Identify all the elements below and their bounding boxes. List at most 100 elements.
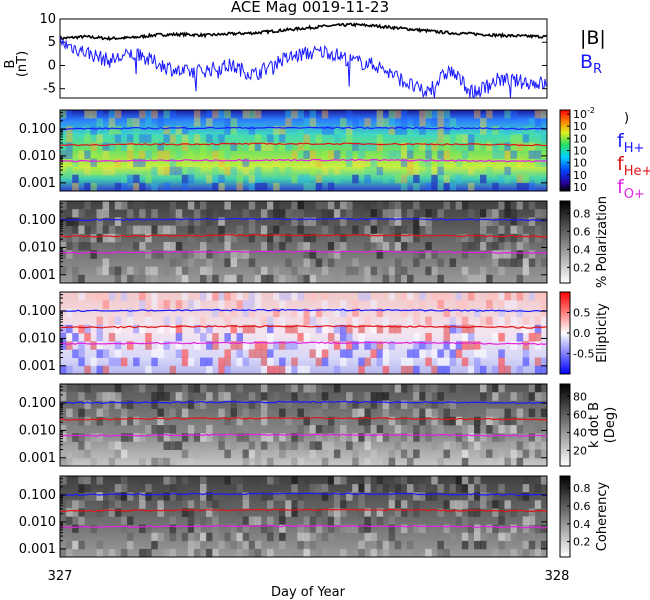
spectrogram-cell	[419, 118, 426, 127]
spectrogram-cell	[157, 416, 164, 426]
spectrogram-cell	[102, 408, 110, 418]
spectrogram-cell	[224, 258, 231, 267]
spectrogram-cell	[187, 425, 195, 434]
spectrogram-cell	[455, 300, 463, 309]
spectrogram-cell	[358, 324, 365, 334]
spectrogram-cell	[510, 449, 517, 459]
spectrogram-cell	[260, 274, 268, 284]
spectrogram-cell	[315, 182, 323, 192]
spectrogram-cell	[242, 300, 250, 309]
spectrogram-cell	[413, 182, 420, 192]
spectrogram-cell	[413, 408, 420, 418]
spectrogram-cell	[467, 524, 475, 534]
spectrogram-cell	[66, 516, 73, 525]
spectrogram-cell	[340, 416, 347, 426]
spectrogram-cell	[467, 484, 475, 493]
spectrogram-cell	[425, 209, 432, 218]
spectrogram-cell	[528, 201, 536, 210]
spectrogram-cell	[431, 425, 438, 434]
spectrogram-cell	[60, 142, 67, 151]
spectrogram-cell	[303, 126, 310, 135]
spectrogram-cell	[534, 392, 542, 401]
spectrogram-cell	[267, 134, 274, 143]
spectrogram-cell	[187, 540, 195, 550]
spectrogram-cell	[425, 182, 432, 192]
spectrogram-cell	[66, 457, 73, 467]
spectrogram-cell	[60, 266, 67, 276]
spectrogram-cell	[145, 150, 152, 159]
spectrogram-cell	[236, 182, 243, 192]
spectrogram-cell	[474, 110, 481, 119]
spectrogram-cell	[400, 233, 408, 243]
spectrogram-cell	[187, 500, 195, 509]
spectrogram-cell	[461, 516, 469, 525]
ytick-label: 0.001	[19, 451, 56, 466]
spectrogram-cell	[540, 508, 548, 517]
spectrogram-cell	[127, 492, 134, 501]
spectrogram-cell	[340, 357, 347, 367]
spectrogram-cell	[163, 225, 170, 235]
spectrogram-cell	[187, 258, 195, 267]
spectrogram-cell	[394, 508, 402, 517]
spectrogram-cell	[90, 158, 97, 168]
spectrogram-cell	[163, 266, 170, 276]
spectrogram-cell	[419, 110, 426, 119]
spectrogram-cell	[218, 408, 225, 418]
freq-line-o	[59, 433, 548, 438]
ytick-label: 0.100	[19, 488, 56, 503]
spectrogram-cell	[187, 357, 195, 367]
spectrogram-cell	[139, 476, 146, 485]
spectrogram-cell	[218, 308, 225, 317]
spectrogram-cell	[443, 126, 450, 135]
spectrogram-cell	[200, 274, 207, 284]
spectrogram-cell	[516, 457, 524, 467]
spectrogram-cell	[516, 308, 524, 317]
spectrogram-cell	[474, 484, 481, 493]
spectrogram-cell	[534, 433, 542, 442]
spectrogram-cell	[151, 266, 158, 276]
spectrogram-cell	[273, 201, 280, 210]
spectrogram-cell	[291, 209, 298, 218]
spectrogram-cell	[193, 110, 201, 119]
spectrogram-cell	[394, 242, 402, 251]
spectrogram-cell	[449, 524, 457, 534]
spectrogram-cell	[72, 349, 79, 358]
spectrogram-cell	[309, 384, 317, 393]
spectrogram-cell	[425, 158, 432, 168]
spectrogram-cell	[175, 333, 183, 342]
spectrogram-cell	[352, 433, 359, 442]
spectrogram-cell	[413, 233, 420, 243]
spectrogram-cell	[212, 274, 219, 284]
spectrogram-cell	[279, 242, 286, 251]
spectrogram-cell	[90, 433, 97, 442]
spectrogram-cell	[163, 433, 170, 442]
panel-frame	[59, 291, 548, 375]
spectrogram-cell	[169, 548, 177, 558]
spectrogram-cell	[492, 408, 499, 418]
spectrogram-cell	[425, 242, 432, 251]
spectrogram-cell	[212, 341, 219, 350]
spectrogram-cell	[297, 225, 304, 235]
spectrogram-cell	[175, 217, 183, 226]
spectrogram-cell	[236, 357, 243, 367]
spectrogram-cell	[212, 142, 219, 151]
spectrogram-cell	[108, 166, 116, 176]
spectrogram-cell	[480, 449, 487, 459]
spectrogram-cell	[400, 266, 408, 276]
spectrogram-cell	[108, 225, 116, 235]
spectrogram-cell	[486, 300, 493, 309]
spectrogram-cell	[169, 258, 177, 267]
spectrogram-cell	[516, 333, 524, 342]
spectrogram-cell	[522, 242, 530, 251]
spectrogram-cell	[163, 476, 170, 485]
spectrogram-cell	[467, 182, 475, 192]
spectrogram-cell	[364, 166, 371, 176]
spectrogram-cell	[370, 341, 377, 350]
spectrogram-cell	[218, 392, 225, 401]
spectrogram-cell	[449, 484, 457, 493]
spectrogram-cell	[200, 150, 207, 159]
spectrogram-cell	[333, 341, 341, 350]
spectrogram-cell	[352, 408, 359, 418]
